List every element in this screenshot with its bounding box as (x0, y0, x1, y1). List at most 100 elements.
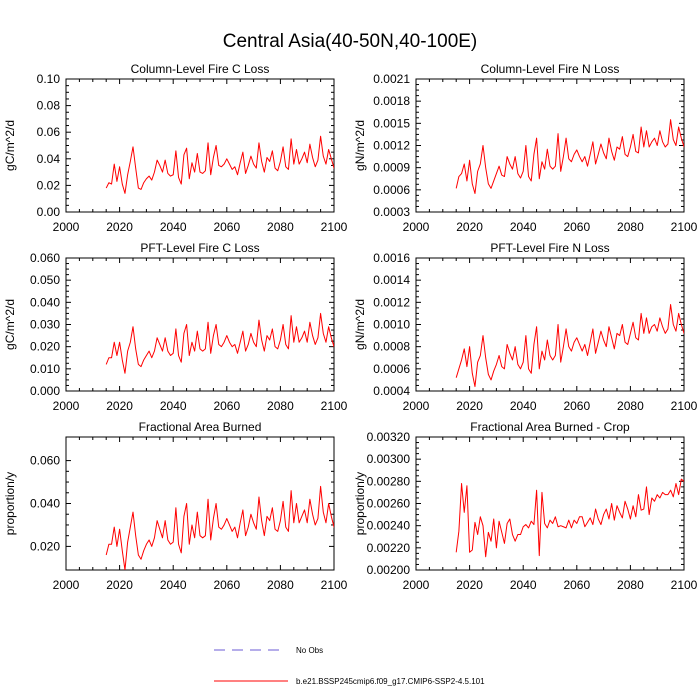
y-tick-label: 0.0018 (373, 94, 410, 108)
y-tick-label: 0.0004 (373, 384, 410, 398)
chart-panel-1: Column-Level Fire C Loss gC/m^2/d 2000 2020… (3, 62, 348, 234)
y-axis-label: proportion/y (3, 472, 17, 535)
panel-title: PFT-Level Fire N Loss (490, 241, 609, 255)
x-tick-label: 2040 (160, 399, 187, 413)
x-tick-label: 2060 (563, 578, 590, 592)
x-tick-label: 2000 (53, 399, 80, 413)
y-tick-label: 0.040 (30, 497, 60, 511)
x-tick-label: 2100 (321, 578, 348, 592)
chart-panel-4: PFT-Level Fire N Loss gN/m^2/d 2000 2020 204… (353, 241, 698, 413)
y-tick-label: 0.0009 (373, 161, 410, 175)
x-tick-label: 2100 (671, 578, 698, 592)
y-tick-label: 0.030 (30, 318, 60, 332)
y-axis-label: gC/m^2/d (3, 299, 17, 350)
y-tick-label: 0.08 (37, 99, 61, 113)
y-axis-label: proportion/y (353, 472, 367, 535)
x-tick-label: 2080 (267, 578, 294, 592)
figure-title: Central Asia(40-50N,40-100E) (223, 31, 478, 52)
panel-title: Fractional Area Burned (139, 420, 262, 434)
plot-frame (65, 436, 335, 571)
x-tick-label: 2020 (106, 399, 133, 413)
series-line (455, 119, 684, 195)
x-tick-label: 2040 (510, 399, 537, 413)
x-tick-label: 2100 (321, 399, 348, 413)
y-tick-label: 0.0010 (373, 318, 410, 332)
y-tick-label: 0.040 (30, 295, 60, 309)
x-tick-label: 2040 (160, 578, 187, 592)
x-tick-label: 2060 (213, 578, 240, 592)
panel-title: Column-Level Fire N Loss (481, 62, 620, 76)
y-axis-label: gN/m^2/d (353, 299, 367, 350)
y-tick-label: 0.060 (30, 454, 60, 468)
y-tick-label: 0.02 (37, 178, 61, 192)
plot-frame (415, 257, 685, 392)
legend: No Obs b.e21.BSSP245cmip6.f09_g17.CMIP6-… (214, 646, 485, 686)
series-line (455, 478, 684, 558)
y-tick-label: 0.0012 (373, 295, 410, 309)
y-tick-label: 0.0012 (373, 139, 410, 153)
y-axis-label: gC/m^2/d (3, 120, 17, 171)
y-tick-label: 0.060 (30, 251, 60, 265)
x-tick-label: 2060 (563, 220, 590, 234)
x-tick-label: 2060 (563, 399, 590, 413)
x-tick-label: 2080 (267, 399, 294, 413)
x-tick-label: 2000 (403, 220, 430, 234)
y-tick-label: 0.00200 (367, 563, 411, 577)
chart-panel-3: PFT-Level Fire C Loss gC/m^2/d 2000 2020 204… (3, 241, 348, 413)
y-tick-label: 0.0015 (373, 116, 410, 130)
x-tick-label: 2080 (617, 220, 644, 234)
x-tick-label: 2020 (456, 578, 483, 592)
x-tick-label: 2100 (671, 220, 698, 234)
panel-title: Fractional Area Burned - Crop (470, 420, 630, 434)
y-tick-label: 0.00300 (367, 452, 411, 466)
y-tick-label: 0.10 (37, 72, 61, 86)
series-line (455, 304, 684, 388)
plot-frame (65, 78, 335, 213)
y-tick-label: 0.00220 (367, 541, 411, 555)
x-tick-label: 2080 (617, 399, 644, 413)
x-tick-label: 2040 (160, 220, 187, 234)
x-tick-label: 2000 (53, 578, 80, 592)
panel-title: Column-Level Fire C Loss (131, 62, 270, 76)
y-tick-label: 0.00320 (367, 430, 411, 444)
y-axis-label: gN/m^2/d (353, 120, 367, 171)
y-tick-label: 0.0021 (373, 72, 410, 86)
y-tick-label: 0.050 (30, 273, 60, 287)
y-tick-label: 0.0014 (373, 273, 410, 287)
y-tick-label: 0.020 (30, 539, 60, 553)
y-tick-label: 0.0003 (373, 205, 410, 219)
x-tick-label: 2020 (106, 220, 133, 234)
y-tick-label: 0.000 (30, 384, 60, 398)
y-tick-label: 0.020 (30, 340, 60, 354)
y-tick-label: 0.0006 (373, 362, 410, 376)
y-tick-label: 0.06 (37, 125, 61, 139)
x-tick-label: 2080 (617, 578, 644, 592)
y-tick-label: 0.010 (30, 362, 60, 376)
x-tick-label: 2040 (510, 578, 537, 592)
y-tick-label: 0.00280 (367, 474, 411, 488)
y-tick-label: 0.0006 (373, 183, 410, 197)
x-tick-label: 2000 (403, 578, 430, 592)
series-line (105, 485, 334, 570)
legend-obs-label: No Obs (296, 646, 323, 655)
y-tick-label: 0.00 (37, 205, 61, 219)
x-tick-label: 2060 (213, 220, 240, 234)
x-tick-label: 2020 (106, 578, 133, 592)
plot-frame (65, 257, 335, 392)
y-tick-label: 0.00240 (367, 519, 411, 533)
series-line (105, 312, 334, 374)
legend-series-label: b.e21.BSSP245cmip6.f09_g17.CMIP6-SSP2-4.… (296, 677, 485, 686)
x-tick-label: 2020 (456, 220, 483, 234)
y-tick-label: 0.0016 (373, 251, 410, 265)
x-tick-label: 2060 (213, 399, 240, 413)
x-tick-label: 2020 (456, 399, 483, 413)
x-tick-label: 2000 (403, 399, 430, 413)
chart-panel-2: Column-Level Fire N Loss gN/m^2/d 2000 2020… (353, 62, 698, 234)
panel-title: PFT-Level Fire C Loss (140, 241, 259, 255)
x-tick-label: 2080 (267, 220, 294, 234)
chart-panel-6: Fractional Area Burned - Crop proportion/… (353, 420, 698, 592)
x-tick-label: 2000 (53, 220, 80, 234)
chart-panels: Column-Level Fire C Loss gC/m^2/d 2000 2020… (3, 62, 698, 592)
series-line (105, 135, 334, 194)
